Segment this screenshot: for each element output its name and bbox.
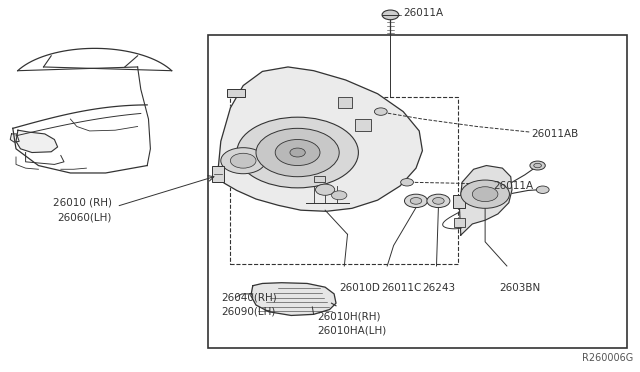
Bar xyxy=(453,195,465,208)
Polygon shape xyxy=(16,130,58,153)
Text: 26011A: 26011A xyxy=(493,181,533,191)
Polygon shape xyxy=(218,67,422,211)
Circle shape xyxy=(536,186,549,193)
Circle shape xyxy=(256,128,339,177)
Text: 26010D: 26010D xyxy=(339,283,380,293)
Circle shape xyxy=(401,179,413,186)
Polygon shape xyxy=(10,134,19,142)
Text: 26040(RH): 26040(RH) xyxy=(221,293,276,302)
Text: 26090(LH): 26090(LH) xyxy=(221,307,275,317)
Text: 26060(LH): 26060(LH) xyxy=(58,213,112,222)
Circle shape xyxy=(221,148,266,174)
Circle shape xyxy=(382,10,399,20)
Circle shape xyxy=(410,198,422,204)
Circle shape xyxy=(534,163,541,168)
Text: 26010 (RH): 26010 (RH) xyxy=(53,198,112,208)
Circle shape xyxy=(404,194,428,208)
Circle shape xyxy=(230,153,256,168)
Circle shape xyxy=(237,117,358,188)
Text: 2603BN: 2603BN xyxy=(499,283,540,293)
Bar xyxy=(454,218,465,227)
Bar xyxy=(208,35,627,348)
Circle shape xyxy=(530,161,545,170)
Text: 26010H(RH): 26010H(RH) xyxy=(317,312,380,322)
Polygon shape xyxy=(460,166,512,235)
Circle shape xyxy=(472,187,498,202)
Circle shape xyxy=(374,108,387,115)
Bar xyxy=(212,166,224,182)
Circle shape xyxy=(290,148,305,157)
Circle shape xyxy=(332,191,347,200)
Circle shape xyxy=(427,194,450,208)
Circle shape xyxy=(316,184,335,195)
Bar xyxy=(227,89,245,97)
Text: 26011C: 26011C xyxy=(381,283,421,293)
Bar xyxy=(355,119,371,131)
Text: 26243: 26243 xyxy=(422,283,456,293)
Text: 26011AB: 26011AB xyxy=(531,129,579,139)
Bar xyxy=(338,97,352,108)
Polygon shape xyxy=(251,283,336,315)
Circle shape xyxy=(275,140,320,166)
Text: R260006G: R260006G xyxy=(582,353,634,363)
Bar xyxy=(314,176,325,182)
Text: 26010HA(LH): 26010HA(LH) xyxy=(317,326,386,335)
Circle shape xyxy=(433,198,444,204)
Bar xyxy=(230,97,458,264)
Text: 26011A: 26011A xyxy=(403,8,444,18)
Circle shape xyxy=(461,180,509,208)
